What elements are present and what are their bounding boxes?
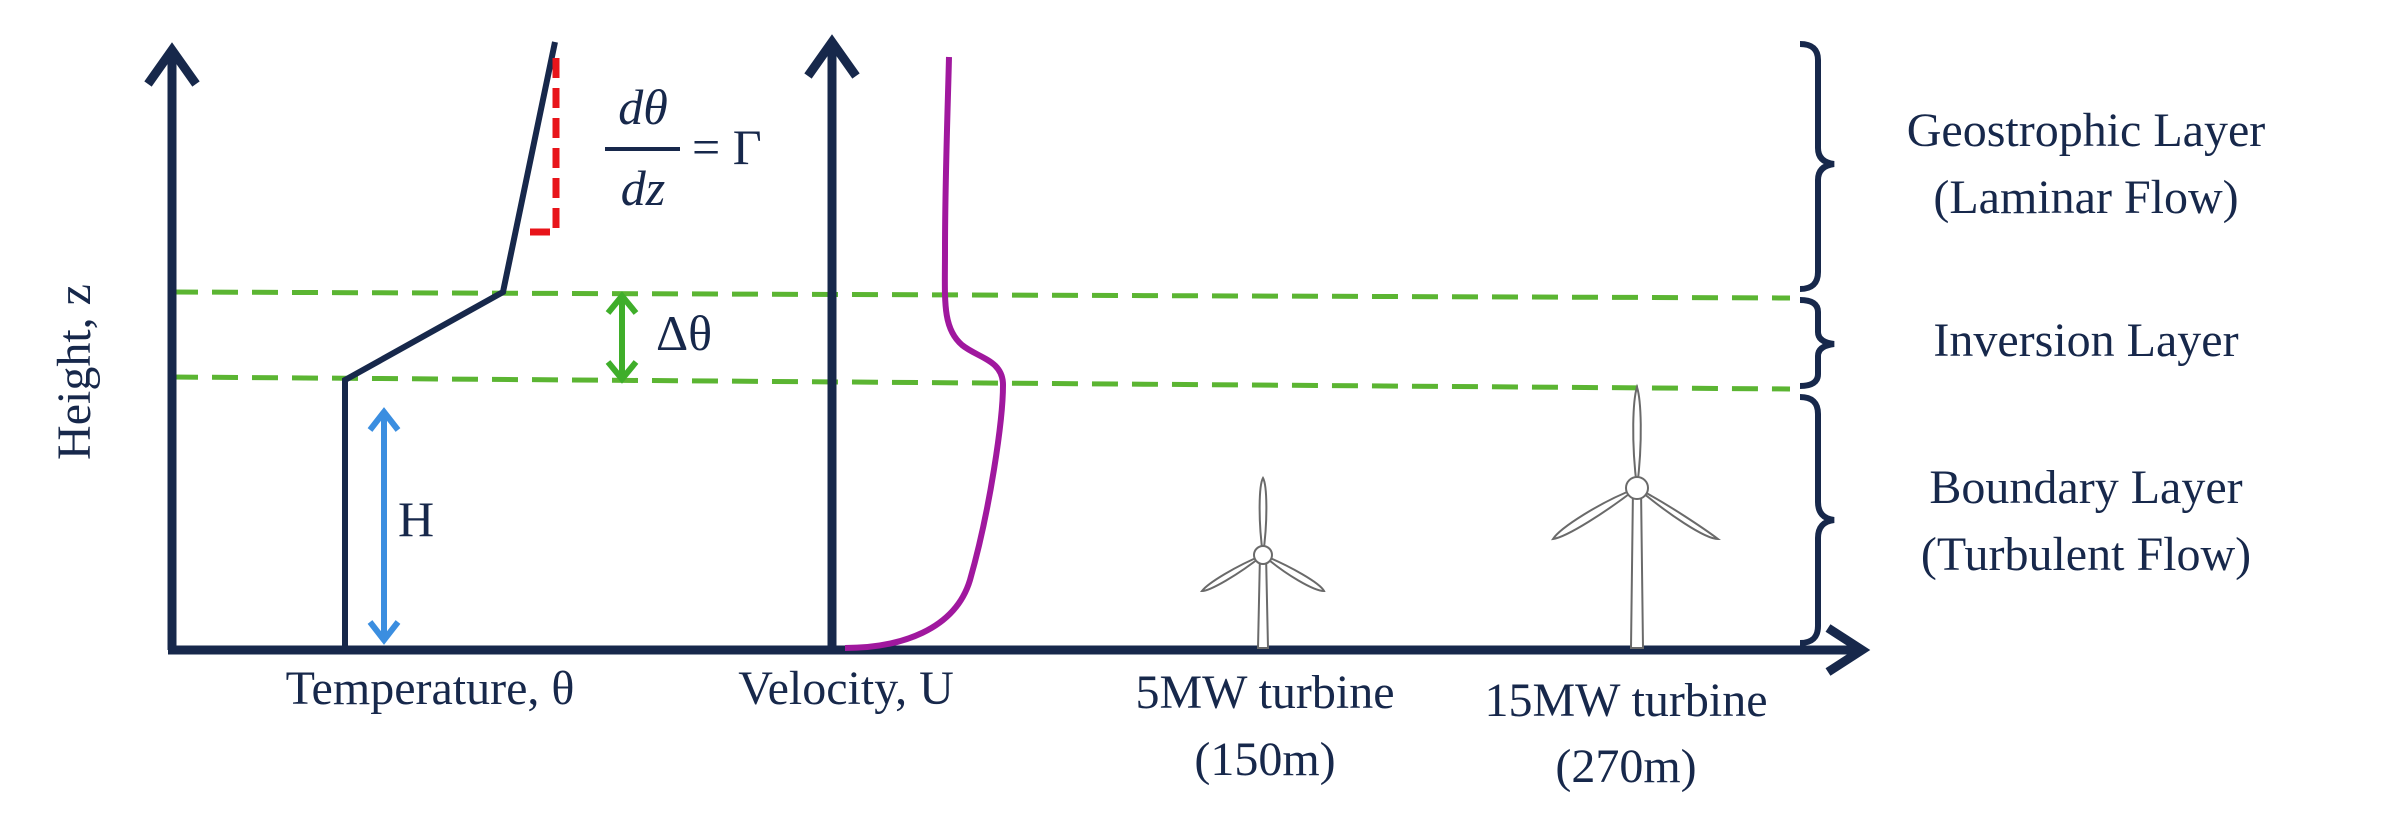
turbine-15mw-icon <box>1550 383 1722 649</box>
delta-theta-arrowhead-top <box>605 291 639 315</box>
turbine-5mw-label: 5MW turbine <box>1135 666 1394 719</box>
turbine-5mw-height: (150m) <box>1194 733 1335 786</box>
equation-rhs: = Γ <box>692 119 762 175</box>
turbine-15mw-height: (270m) <box>1555 740 1696 793</box>
geostrophic-layer-brace <box>1799 41 1835 292</box>
geostrophic-layer-sublabel: (Laminar Flow) <box>1933 171 2238 224</box>
h-arrowhead-bottom <box>367 620 401 645</box>
temperature-y-axis-arrowhead <box>144 42 200 87</box>
inversion-top-dashed-line <box>171 289 1791 301</box>
delta-theta-label: Δθ <box>656 305 712 361</box>
lapse-rate-triangle <box>528 58 560 236</box>
boundary-layer-label: Boundary Layer <box>1929 461 2242 514</box>
geostrophic-layer-label: Geostrophic Layer <box>1907 104 2266 157</box>
boundary-layer-sublabel: (Turbulent Flow) <box>1921 528 2251 581</box>
turbine-5mw-icon <box>1199 475 1326 649</box>
temperature-profile <box>342 41 558 650</box>
h-arrowhead-top <box>367 407 401 432</box>
x-axis-arrowhead <box>1825 624 1871 676</box>
velocity-axis-label: Velocity, U <box>738 662 954 715</box>
delta-theta-arrowhead-bottom <box>605 360 639 384</box>
boundary-layer-brace <box>1799 394 1835 646</box>
temperature-axis-label: Temperature, θ <box>286 662 575 715</box>
velocity-y-axis-arrowhead <box>804 34 860 79</box>
inversion-layer-label: Inversion Layer <box>1933 314 2238 367</box>
height-axis-label: Height, z <box>48 284 101 460</box>
h-label: H <box>398 491 434 547</box>
equation-denominator: dz <box>621 160 665 216</box>
inversion-layer-brace <box>1799 297 1835 389</box>
turbine-15mw-label: 15MW turbine <box>1484 674 1767 727</box>
inversion-bottom-dashed-line <box>171 374 1791 392</box>
equation-numerator: dθ <box>618 79 668 135</box>
velocity-profile <box>844 56 1007 651</box>
